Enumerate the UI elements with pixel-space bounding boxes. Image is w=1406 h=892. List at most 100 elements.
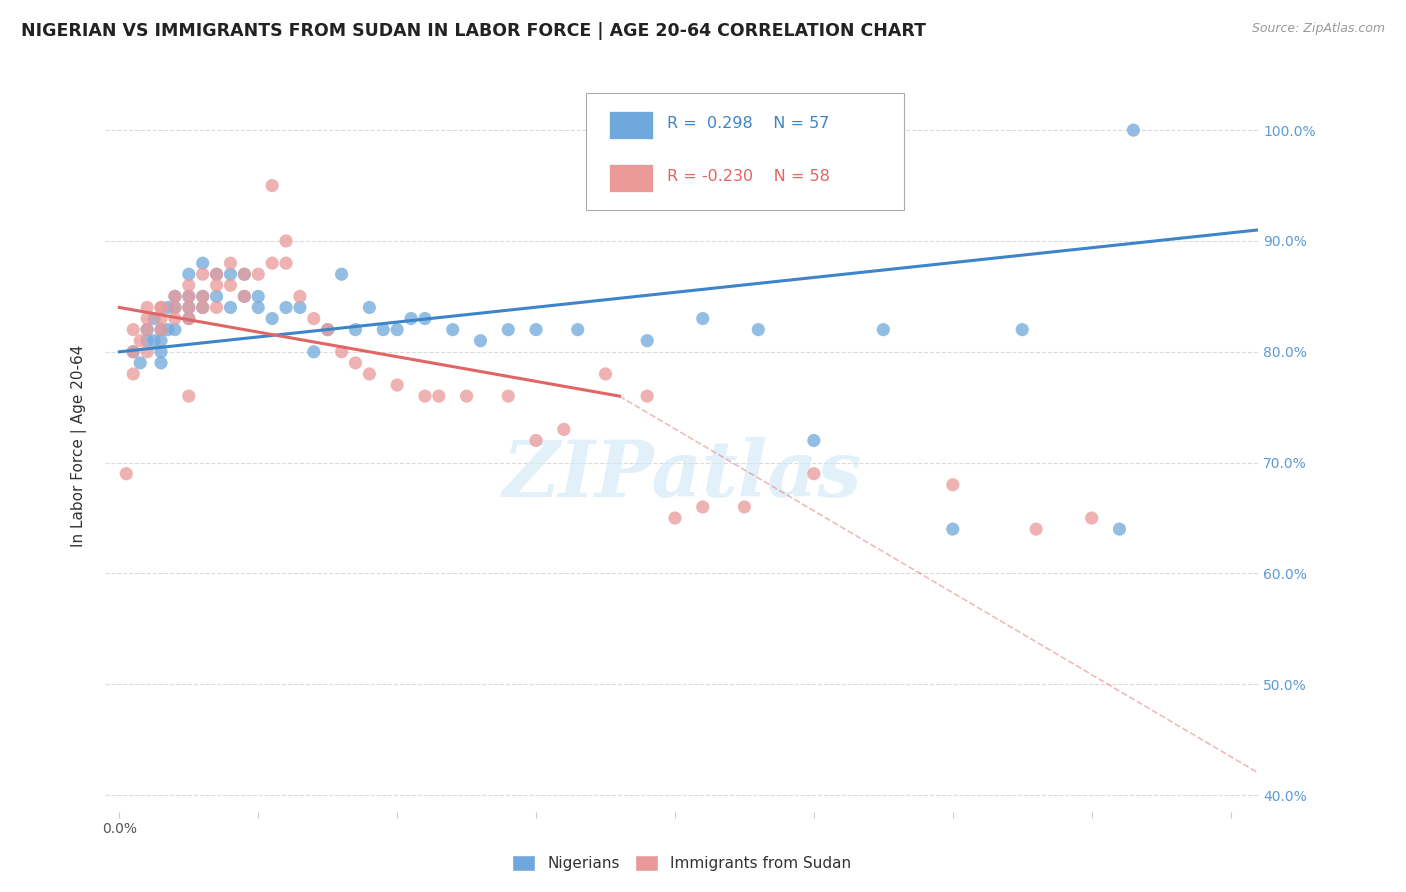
Point	[136, 311, 159, 326]
Point	[191, 289, 214, 303]
Text: R = -0.230    N = 58: R = -0.230 N = 58	[666, 169, 830, 185]
Point	[150, 344, 173, 359]
Point	[150, 301, 173, 315]
Point	[595, 367, 617, 381]
Point	[191, 256, 214, 270]
Text: Source: ZipAtlas.com: Source: ZipAtlas.com	[1251, 22, 1385, 36]
FancyBboxPatch shape	[586, 93, 904, 211]
Point	[143, 334, 166, 348]
Point	[302, 311, 325, 326]
Point	[1122, 123, 1144, 137]
Point	[524, 434, 547, 448]
Point	[942, 522, 965, 536]
Text: R =  0.298    N = 57: R = 0.298 N = 57	[666, 116, 830, 131]
Point	[163, 301, 186, 315]
Point	[150, 323, 173, 337]
Point	[664, 511, 686, 525]
Point	[1080, 511, 1102, 525]
Point	[163, 311, 186, 326]
Point	[553, 422, 575, 436]
Point	[385, 323, 408, 337]
Point	[115, 467, 138, 481]
Point	[163, 323, 186, 337]
Point	[163, 289, 186, 303]
Point	[233, 267, 256, 281]
Point	[692, 500, 714, 514]
Point	[441, 323, 464, 337]
Point	[205, 267, 228, 281]
Point	[274, 301, 297, 315]
Point	[733, 500, 755, 514]
Point	[219, 301, 242, 315]
Point	[1025, 522, 1047, 536]
Point	[177, 267, 200, 281]
Point	[177, 289, 200, 303]
Point	[136, 301, 159, 315]
Point	[636, 334, 658, 348]
Point	[498, 323, 520, 337]
Point	[143, 311, 166, 326]
Point	[177, 311, 200, 326]
Point	[274, 234, 297, 248]
Point	[316, 323, 339, 337]
Point	[427, 389, 450, 403]
Point	[247, 289, 270, 303]
Text: NIGERIAN VS IMMIGRANTS FROM SUDAN IN LABOR FORCE | AGE 20-64 CORRELATION CHART: NIGERIAN VS IMMIGRANTS FROM SUDAN IN LAB…	[21, 22, 927, 40]
Point	[205, 289, 228, 303]
Point	[692, 311, 714, 326]
Point	[150, 356, 173, 370]
Point	[136, 323, 159, 337]
Point	[122, 344, 145, 359]
Point	[288, 289, 311, 303]
Point	[247, 267, 270, 281]
Point	[150, 334, 173, 348]
Point	[524, 323, 547, 337]
Point	[413, 311, 436, 326]
Point	[191, 289, 214, 303]
Point	[205, 267, 228, 281]
Point	[567, 323, 589, 337]
Point	[177, 278, 200, 293]
Point	[150, 301, 173, 315]
Point	[330, 267, 353, 281]
Point	[262, 178, 284, 193]
Point	[233, 289, 256, 303]
Point	[470, 334, 492, 348]
Point	[136, 334, 159, 348]
Point	[302, 344, 325, 359]
Point	[177, 301, 200, 315]
Point	[942, 477, 965, 491]
Point	[191, 301, 214, 315]
Point	[316, 323, 339, 337]
Point	[359, 367, 381, 381]
Point	[136, 344, 159, 359]
Point	[205, 301, 228, 315]
Point	[136, 323, 159, 337]
Point	[247, 301, 270, 315]
Point	[150, 311, 173, 326]
Point	[330, 344, 353, 359]
Point	[219, 278, 242, 293]
Point	[498, 389, 520, 403]
Point	[344, 323, 367, 337]
Point	[156, 323, 179, 337]
Text: ZIPatlas: ZIPatlas	[502, 437, 862, 514]
Point	[747, 323, 769, 337]
Point	[177, 389, 200, 403]
Point	[1108, 522, 1130, 536]
Point	[636, 389, 658, 403]
Point	[219, 267, 242, 281]
Point	[129, 334, 152, 348]
Point	[274, 256, 297, 270]
Point	[177, 311, 200, 326]
Point	[129, 356, 152, 370]
Point	[359, 301, 381, 315]
Point	[122, 344, 145, 359]
Point	[385, 378, 408, 392]
Point	[122, 367, 145, 381]
Point	[1011, 323, 1033, 337]
Point	[344, 356, 367, 370]
Point	[177, 289, 200, 303]
Point	[156, 301, 179, 315]
Point	[191, 301, 214, 315]
